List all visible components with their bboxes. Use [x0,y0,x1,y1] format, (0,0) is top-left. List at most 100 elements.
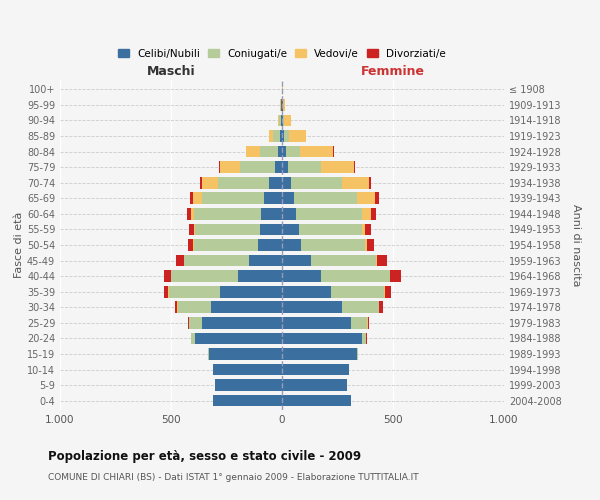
Bar [362,224,365,235]
Bar [202,177,218,188]
Bar [175,302,178,313]
Bar [282,224,299,235]
Bar [194,239,257,251]
Bar [282,99,283,110]
Bar [194,224,196,235]
Bar [389,270,391,282]
Bar [220,162,240,173]
Bar [287,162,321,173]
Bar [282,317,351,328]
Bar [257,239,282,251]
Bar [282,348,358,360]
Bar [282,177,291,188]
Bar [189,317,202,328]
Bar [286,146,300,158]
Bar [196,332,282,344]
Bar [365,224,371,235]
Text: Femmine: Femmine [361,66,425,78]
Bar [284,114,291,126]
Bar [208,348,209,360]
Bar [282,208,296,220]
Bar [264,192,282,204]
Bar [301,239,365,251]
Bar [371,208,376,220]
Bar [365,239,367,251]
Bar [191,208,194,220]
Bar [275,162,282,173]
Bar [202,192,264,204]
Text: Maschi: Maschi [146,66,196,78]
Bar [281,114,282,126]
Bar [273,130,280,142]
Bar [218,177,269,188]
Bar [190,192,193,204]
Bar [282,332,362,344]
Bar [193,192,202,204]
Text: COMUNE DI CHIARI (BS) - Dati ISTAT 1° gennaio 2009 - Elaborazione TUTTITALIA.IT: COMUNE DI CHIARI (BS) - Dati ISTAT 1° ge… [48,472,419,482]
Bar [240,162,275,173]
Bar [249,254,282,266]
Bar [358,192,375,204]
Bar [215,380,282,391]
Bar [260,224,282,235]
Bar [282,146,286,158]
Bar [200,177,202,188]
Bar [385,286,391,298]
Bar [278,146,282,158]
Bar [196,224,260,235]
Bar [281,99,282,110]
Bar [282,114,283,126]
Bar [282,302,342,313]
Bar [282,254,311,266]
Bar [279,114,281,126]
Bar [220,286,282,298]
Bar [213,395,282,406]
Bar [261,208,282,220]
Text: Popolazione per età, sesso e stato civile - 2009: Popolazione per età, sesso e stato civil… [48,450,361,463]
Bar [202,317,282,328]
Bar [375,192,379,204]
Bar [213,364,282,376]
Bar [368,177,371,188]
Bar [164,286,169,298]
Legend: Celibi/Nubili, Coniugati/e, Vedovi/e, Divorziati/e: Celibi/Nubili, Coniugati/e, Vedovi/e, Di… [115,46,449,62]
Bar [299,224,362,235]
Bar [282,380,347,391]
Bar [321,270,389,282]
Bar [282,192,294,204]
Bar [289,130,307,142]
Bar [391,270,401,282]
Bar [193,239,194,251]
Bar [269,177,282,188]
Bar [184,254,249,266]
Bar [191,332,196,344]
Bar [278,114,279,126]
Bar [269,130,273,142]
Bar [368,317,369,328]
Bar [379,302,383,313]
Bar [283,114,284,126]
Bar [291,177,342,188]
Bar [354,162,355,173]
Bar [284,130,289,142]
Bar [311,254,376,266]
Bar [296,208,362,220]
Bar [367,239,374,251]
Bar [283,99,285,110]
Bar [294,192,358,204]
Bar [342,177,368,188]
Bar [351,317,367,328]
Bar [171,270,238,282]
Bar [188,239,193,251]
Bar [362,208,371,220]
Y-axis label: Fasce di età: Fasce di età [14,212,24,278]
Bar [282,364,349,376]
Bar [282,162,287,173]
Bar [187,208,191,220]
Bar [190,224,194,235]
Bar [321,162,354,173]
Bar [282,270,321,282]
Bar [376,254,377,266]
Bar [282,239,301,251]
Bar [238,270,282,282]
